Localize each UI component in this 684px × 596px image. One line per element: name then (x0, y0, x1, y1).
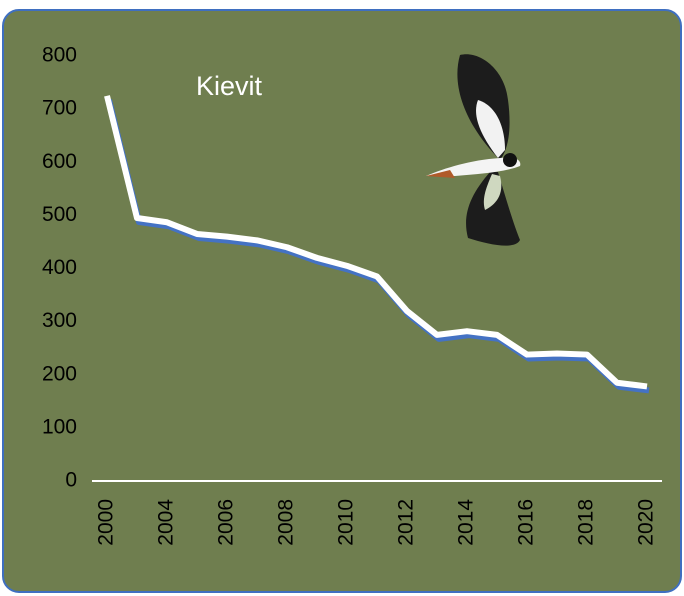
x-tick-label: 2004 (155, 499, 178, 546)
y-tick-label: 200 (42, 362, 77, 385)
x-tick-label: 2018 (575, 499, 598, 546)
x-tick-label: 2020 (635, 499, 658, 546)
y-tick-label: 500 (42, 203, 77, 226)
x-tick-label: 2006 (215, 499, 238, 546)
x-tick-label: 2000 (95, 499, 118, 546)
x-tick-label: 2014 (455, 499, 478, 546)
y-tick-label: 100 (42, 415, 77, 438)
chart: Kievit 0 100 200 300 400 500 600 700 800 2000 2004… (0, 0, 684, 596)
x-tick-label: 2012 (395, 499, 418, 546)
y-tick-label: 400 (42, 256, 77, 279)
x-tick-label: 2016 (515, 499, 538, 546)
x-tick-label: 2008 (275, 499, 298, 546)
y-tick-label: 800 (42, 44, 77, 67)
y-tick-label: 300 (42, 309, 77, 332)
x-tick-label: 2010 (335, 499, 358, 546)
y-tick-label: 600 (42, 150, 77, 173)
page: {"chart_data": {"type": "line", "title":… (0, 0, 684, 596)
y-tick-label: 700 (42, 97, 77, 120)
y-tick-label: 0 (65, 469, 77, 492)
chart-title: Kievit (196, 71, 263, 101)
